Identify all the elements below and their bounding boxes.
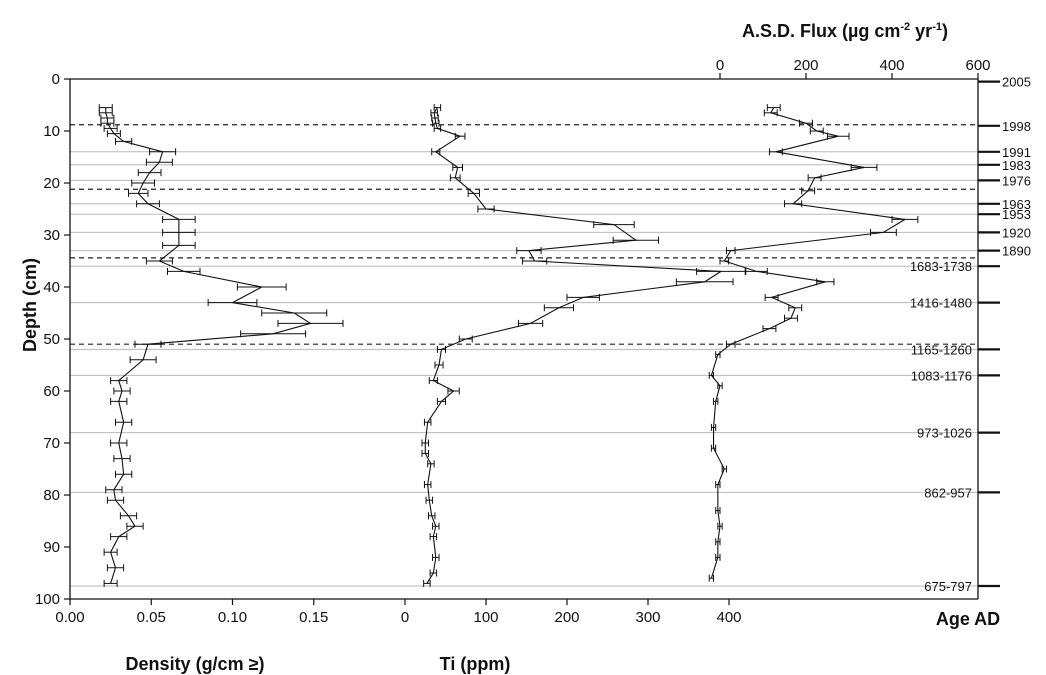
depth-tick-label-9: 90	[43, 539, 60, 556]
age-label-7: 1920	[1002, 225, 1031, 240]
ti-tick-label-2: 200	[554, 609, 579, 626]
age-label-13: 973-1026	[917, 426, 972, 441]
age-axis-title: Age AD	[936, 609, 1000, 629]
zone-boundary-lines	[70, 124, 978, 345]
flux-series	[708, 104, 919, 582]
density-tick-label-2: 0.10	[218, 609, 247, 626]
flux-title-part2: yr	[910, 21, 932, 41]
flux-title-part1: A.S.D. Flux (µg cm	[742, 21, 900, 41]
flux-tick-label-2: 400	[879, 57, 904, 74]
ti-tick-label-1: 100	[473, 609, 498, 626]
age-label-5: 1963	[1002, 197, 1031, 212]
age-label-8: 1890	[1002, 244, 1031, 259]
depth-tick-label-8: 80	[43, 487, 60, 504]
density-line	[105, 107, 312, 584]
grid-lines	[70, 151, 978, 587]
age-label-9: 1683-1738	[910, 259, 972, 274]
depth-tick-label-3: 30	[43, 227, 60, 244]
flux-tick-label-0: 0	[716, 57, 724, 74]
flux-tick-label-3: 600	[965, 57, 990, 74]
flux-axis-title: A.S.D. Flux (µg cm-2 yr-1)	[742, 21, 948, 41]
ti-series	[421, 104, 746, 587]
age-label-12: 1083-1176	[911, 368, 972, 383]
density-tick-label-3: 0.15	[299, 609, 328, 626]
ti-tick-label-3: 300	[635, 609, 660, 626]
density-axis-title: Density (g/cm ≥)	[126, 654, 265, 674]
age-label-2: 1991	[1002, 145, 1031, 160]
age-label-14: 862-957	[924, 485, 972, 500]
age-label-6: 1953	[1002, 207, 1031, 222]
density-tick-label-0: 0.00	[55, 609, 84, 626]
flux-title-part3: )	[942, 21, 948, 41]
flux-line	[710, 107, 907, 579]
depth-tick-label-5: 50	[43, 331, 60, 348]
data-series	[98, 104, 919, 587]
age-label-0: 2005	[1002, 75, 1031, 90]
flux-title-sup2: -1	[932, 21, 942, 33]
age-label-10: 1416-1480	[910, 296, 972, 311]
age-label-15: 675-797	[924, 579, 972, 594]
ti-axis-title: Ti (ppm)	[440, 654, 511, 674]
ti-line	[424, 107, 723, 584]
depth-tick-label-2: 20	[43, 175, 60, 192]
ti-tick-label-0: 0	[401, 609, 409, 626]
ti-tick-label-4: 400	[716, 609, 741, 626]
density-tick-label-1: 0.05	[137, 609, 166, 626]
age-label-3: 1983	[1002, 158, 1031, 173]
depth-tick-label-7: 70	[43, 435, 60, 452]
density-series	[98, 104, 344, 587]
age-label-4: 1976	[1002, 173, 1031, 188]
depth-tick-label-10: 100	[35, 591, 60, 608]
depth-tick-label-4: 40	[43, 279, 60, 296]
depth-tick-label-1: 10	[43, 123, 60, 140]
age-label-11: 1165-1260	[911, 342, 972, 357]
flux-title-sup1: -2	[900, 21, 910, 33]
depth-tick-label-6: 60	[43, 383, 60, 400]
age-label-1: 1998	[1002, 119, 1031, 134]
depth-tick-label-0: 0	[52, 71, 60, 88]
y-axis-title: Depth (cm)	[20, 258, 40, 352]
flux-tick-label-1: 200	[793, 57, 818, 74]
